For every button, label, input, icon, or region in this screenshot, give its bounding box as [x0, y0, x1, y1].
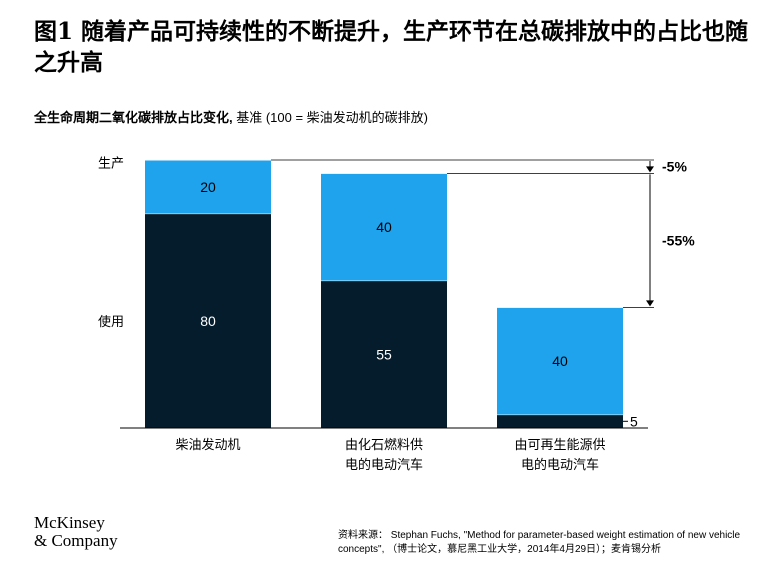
chart-subtitle: 全生命周期二氧化碳排放占比变化, 基准 (100 = 柴油发动机的碳排放) — [34, 110, 754, 126]
source-note: 资料来源： Stephan Fuchs, "Method for paramet… — [338, 530, 741, 555]
bar-segment — [321, 280, 447, 428]
bar-segment — [497, 414, 623, 428]
annotation-arrowhead — [646, 166, 654, 173]
data-label: 20 — [200, 179, 216, 195]
annotation-arrowhead — [646, 300, 654, 307]
annotation-label: -5% — [662, 159, 687, 175]
mckinsey-logo: McKinsey & Company — [34, 514, 118, 550]
bar-segment — [321, 173, 447, 281]
bar-segment — [145, 160, 271, 214]
bar-segment — [145, 213, 271, 428]
category-label: 由化石燃料供 — [345, 437, 423, 453]
data-label: 40 — [376, 219, 392, 235]
page-title: 图1 随着产品可持续性的不断提升，生产环节在总碳排放中的占比也随之升高 — [34, 18, 749, 76]
logo-line-2: & Company — [34, 531, 118, 550]
bar-segment — [497, 307, 623, 415]
category-label: 柴油发动机 — [175, 437, 240, 453]
category-label: 由可再生能源供 — [514, 438, 605, 453]
series-label: 生产 — [98, 157, 124, 172]
annotation-label: -55% — [662, 232, 695, 248]
subtitle-rest: 基准 (100 = 柴油发动机的碳排放) — [232, 110, 429, 125]
subtitle-bold: 全生命周期二氧化碳排放占比变化, — [34, 110, 233, 125]
data-label: 80 — [200, 313, 216, 329]
category-label: 电的电动汽车 — [521, 457, 599, 473]
series-label: 使用 — [98, 314, 124, 330]
data-label: 5 — [630, 413, 638, 429]
logo-line-1: McKinsey — [34, 513, 105, 532]
data-label: 40 — [552, 353, 568, 369]
category-label: 电的电动汽车 — [345, 457, 423, 473]
data-label: 55 — [376, 346, 392, 362]
